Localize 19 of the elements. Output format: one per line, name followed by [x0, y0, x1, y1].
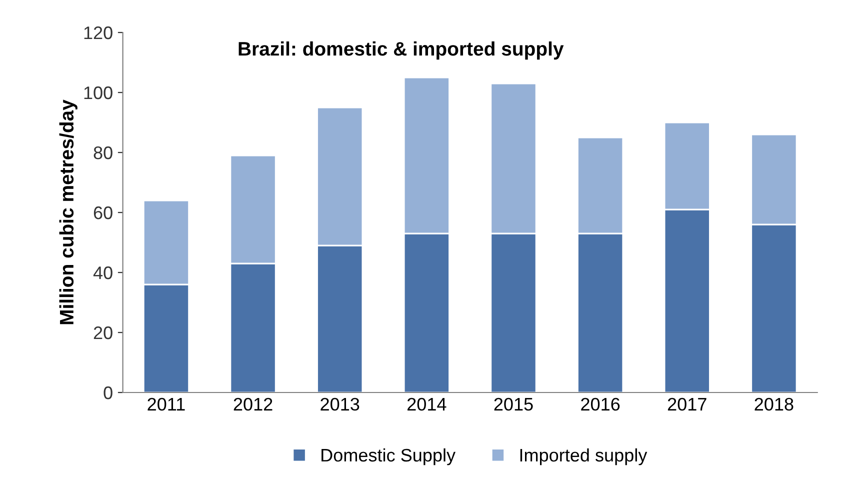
x-tick-label: 2015 [494, 398, 533, 411]
legend-label: Imported supply [520, 448, 648, 466]
x-tick-label: 2012 [234, 398, 272, 411]
x-tick-label: 2013 [320, 398, 360, 411]
legend-label: Domestic Supply [322, 448, 456, 466]
y-tick-label: 80 [94, 146, 112, 160]
y-tick-label: 100 [84, 86, 112, 100]
x-tick-label: 2014 [408, 398, 446, 411]
y-axis-title: Million cubic metres/day [59, 100, 78, 324]
y-tick-label: 0 [104, 386, 112, 400]
y-tick-label: 120 [84, 26, 112, 40]
y-tick-label: 20 [94, 326, 112, 340]
x-tick-label: 2017 [668, 398, 706, 411]
x-tick-label: 2018 [754, 398, 794, 411]
x-tick-label: 2011 [148, 398, 185, 411]
y-tick-label: 40 [93, 266, 112, 280]
y-tick-label: 60 [94, 206, 112, 220]
x-tick-label: 2016 [581, 398, 620, 411]
chart-title: Brazil: domestic & imported supply [238, 41, 564, 60]
